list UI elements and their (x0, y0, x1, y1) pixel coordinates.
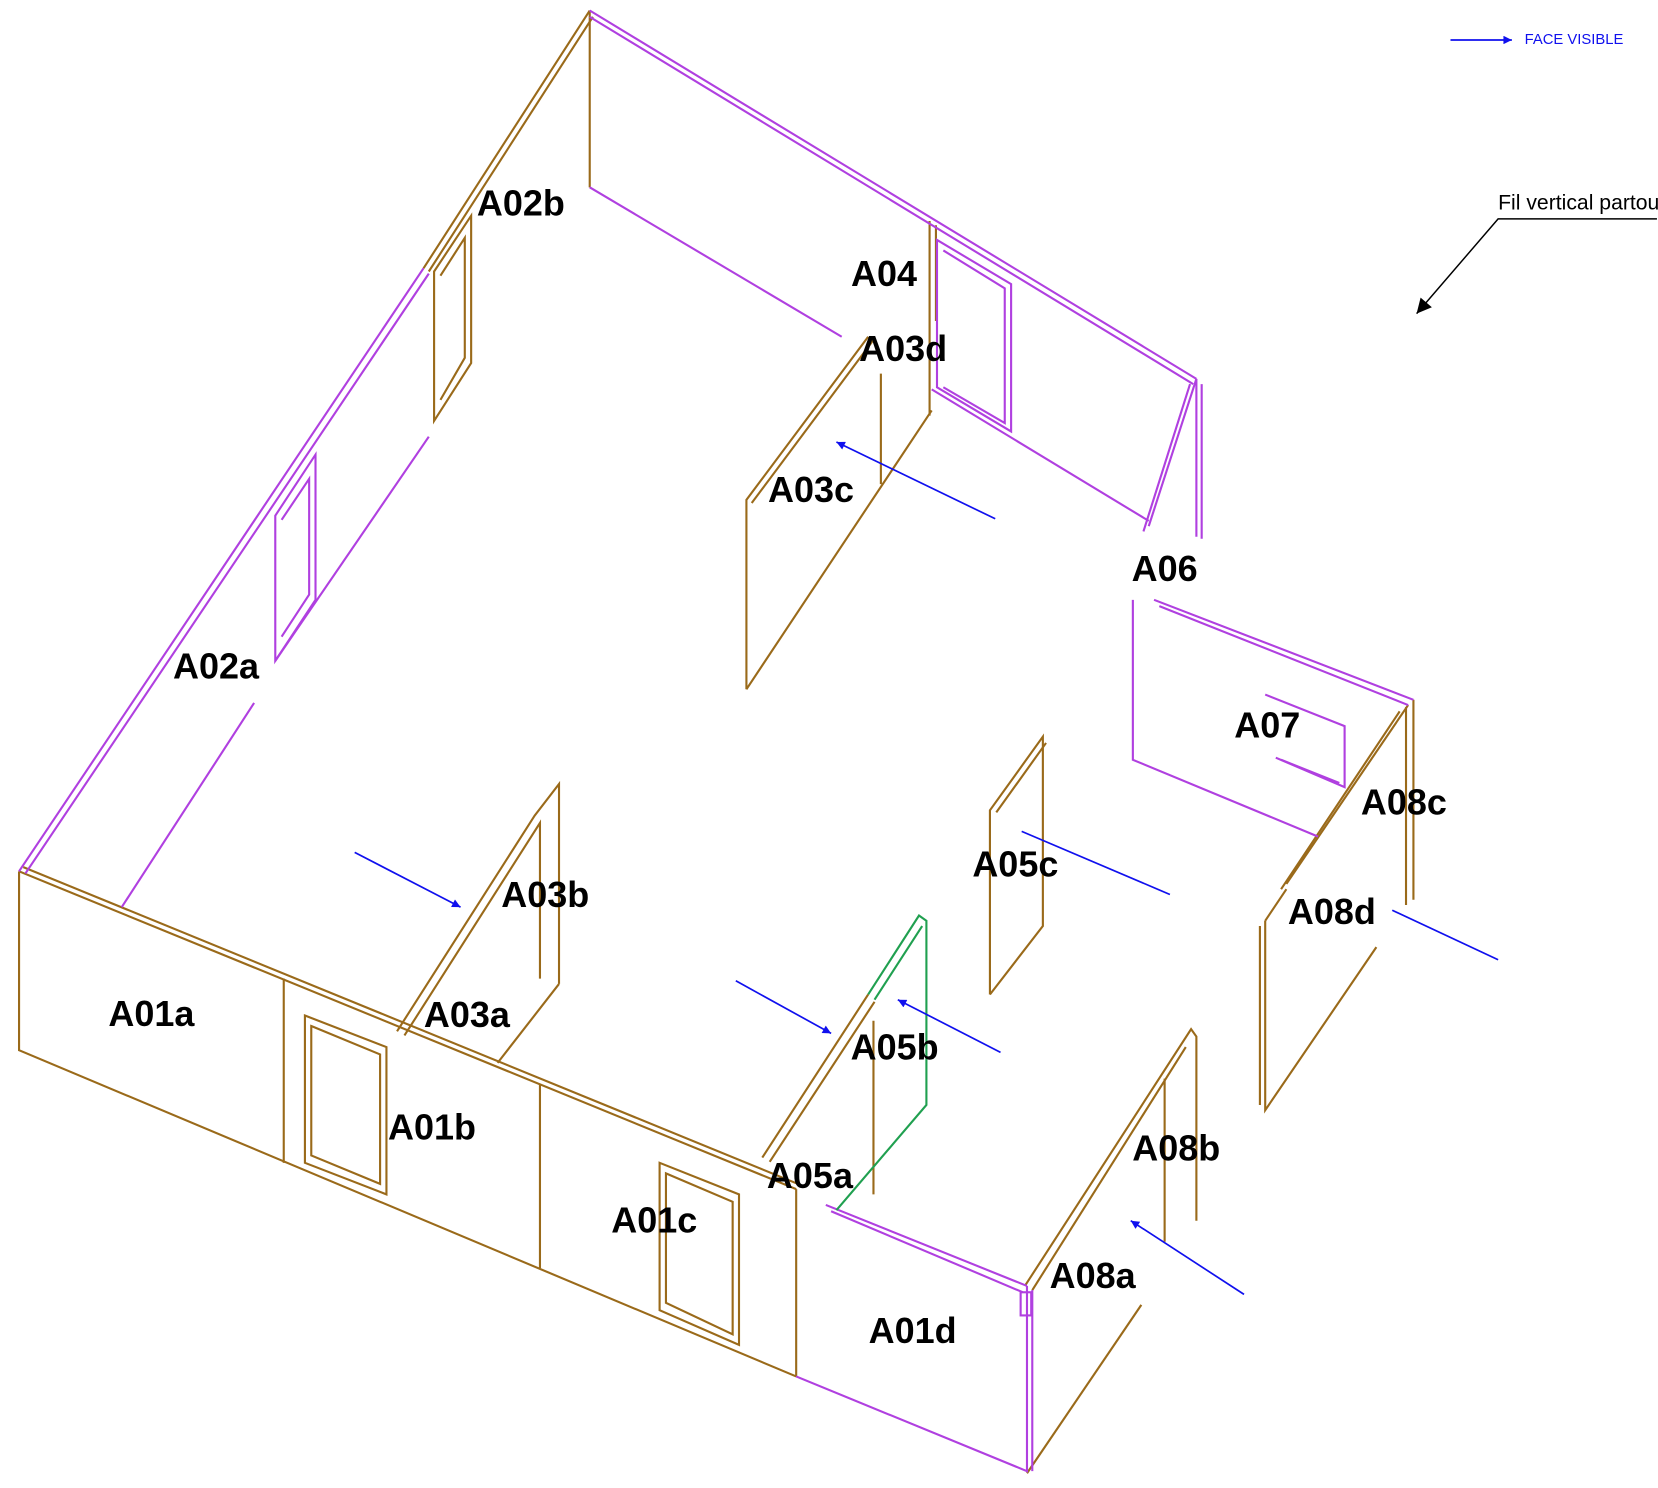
drawing-line (736, 981, 831, 1034)
drawing-line (831, 1211, 1023, 1292)
drawing-line (1392, 910, 1498, 959)
panel-labels: A02b A04 A03d A03c A06 A02a A07 A08c A05… (108, 184, 1447, 1351)
drawing-line (1265, 921, 1376, 1110)
drawing-line (440, 238, 464, 400)
panel-label: A01d (869, 1311, 957, 1351)
drawing-line (590, 11, 1197, 379)
drawing-line (996, 743, 1046, 812)
magenta-walls (19, 11, 1413, 1472)
drawing-line (1265, 889, 1286, 921)
drawing-line (305, 1016, 387, 1195)
drawing-line (423, 11, 589, 269)
panel-label: A03c (768, 470, 854, 510)
drawing-line (1143, 384, 1190, 531)
drawing-line (590, 187, 842, 336)
note: Fil vertical partout (1498, 192, 1658, 215)
note-leader (1417, 219, 1657, 314)
drawing-line (355, 852, 461, 907)
drawing-line (1154, 600, 1413, 700)
drawing-line (25, 274, 428, 874)
drawing-line (836, 442, 995, 519)
drawing-line (1149, 379, 1197, 526)
drawing-line (429, 17, 593, 272)
drawing: FACE VISIBLE Fil vertical partout A02b A… (0, 0, 1658, 1488)
drawing-line (122, 703, 254, 907)
panel-label: A03a (424, 995, 511, 1035)
panel-label: A05c (972, 845, 1058, 885)
panel-label: A01b (388, 1108, 476, 1148)
panel-label: A08d (1288, 892, 1376, 932)
panel-label: A08c (1361, 783, 1447, 823)
drawing-line (1027, 1305, 1141, 1473)
drawing-line (1159, 606, 1408, 705)
page: {"legend": {"label": "FACE VISIBLE"}, "n… (0, 0, 1658, 1488)
panel-label: A01c (611, 1200, 697, 1240)
panel-label: A03d (859, 329, 947, 369)
panel-label: A03b (501, 875, 589, 915)
panel-label: A05a (767, 1156, 854, 1196)
drawing-line (746, 337, 868, 690)
legend-label: FACE VISIBLE (1525, 32, 1624, 48)
panel-label: A08a (1050, 1256, 1137, 1296)
drawing-line (932, 389, 1149, 521)
drawing-line (746, 410, 931, 689)
drawing-line (311, 1026, 380, 1184)
drawing-line (875, 926, 923, 1000)
drawing-line (666, 1173, 733, 1334)
panel-label: A02a (173, 647, 260, 687)
drawing-line (1281, 760, 1339, 783)
drawing-line (1417, 219, 1657, 314)
panel-label: A01a (108, 994, 195, 1034)
visible-face-arrows (355, 40, 1512, 1294)
panel-label: A06 (1132, 549, 1198, 589)
drawing-line (770, 1002, 875, 1162)
panel-label: A05b (851, 1028, 939, 1068)
drawing-line (826, 1205, 1027, 1286)
panel-label: A08b (1132, 1129, 1220, 1169)
drawing-line (19, 268, 423, 871)
drawing-line (1131, 1221, 1244, 1295)
panel-label: A04 (851, 254, 917, 294)
drawing-line (282, 479, 310, 637)
panel-label: A07 (1234, 706, 1300, 746)
panel-label: A02b (477, 184, 565, 224)
drawing-line (762, 994, 868, 1157)
